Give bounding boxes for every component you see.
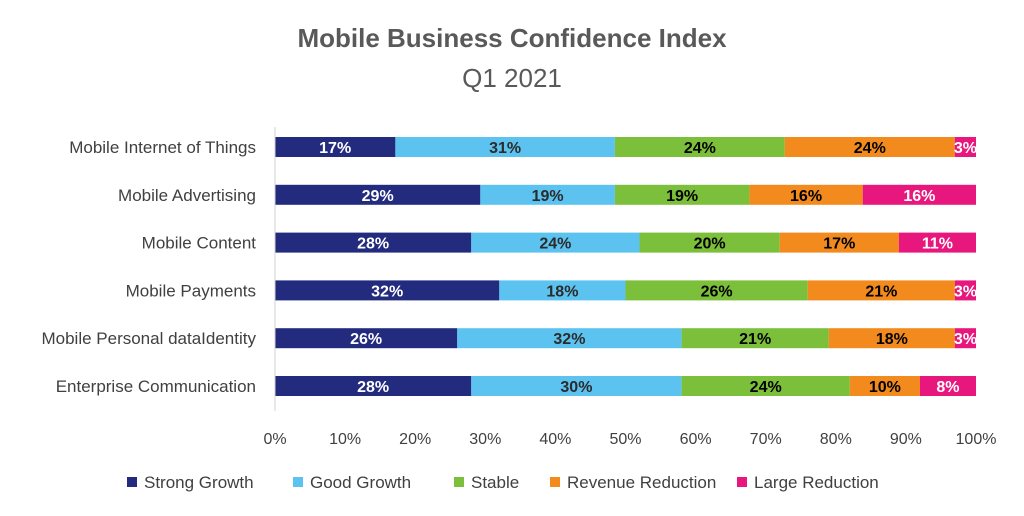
data-label: 28% bbox=[357, 236, 389, 253]
chart-subtitle: Q1 2021 bbox=[462, 63, 562, 93]
data-label: 24% bbox=[539, 236, 571, 253]
category-label: Mobile Internet of Things bbox=[69, 138, 256, 157]
bar-segment bbox=[749, 184, 863, 205]
data-label: 24% bbox=[684, 140, 716, 157]
data-label: 8% bbox=[936, 379, 959, 396]
data-label: 32% bbox=[553, 331, 585, 348]
data-label: 26% bbox=[701, 283, 733, 300]
data-label: 11% bbox=[922, 236, 953, 253]
legend-swatch bbox=[293, 477, 303, 487]
legend-swatch bbox=[454, 477, 464, 487]
data-label: 17% bbox=[319, 140, 351, 157]
bar-segment bbox=[681, 376, 850, 396]
data-label: 19% bbox=[666, 188, 698, 205]
bar-segment bbox=[275, 137, 396, 157]
data-label: 21% bbox=[739, 331, 771, 348]
category-label: Mobile Advertising bbox=[118, 186, 256, 205]
x-tick-label: 50% bbox=[609, 431, 641, 448]
legend-label: Revenue Reduction bbox=[567, 473, 716, 492]
data-label: 32% bbox=[371, 283, 403, 300]
x-tick-label: 90% bbox=[890, 431, 922, 448]
bar-segment bbox=[499, 280, 626, 301]
legend-label: Stable bbox=[471, 473, 519, 492]
x-tick-label: 10% bbox=[329, 431, 361, 448]
data-label: 18% bbox=[876, 331, 908, 348]
category-label: Enterprise Communication bbox=[56, 377, 256, 396]
data-label: 3% bbox=[954, 331, 977, 348]
data-label: 30% bbox=[560, 379, 592, 396]
bar-segment bbox=[275, 328, 458, 349]
bar-segment bbox=[275, 280, 500, 301]
x-tick-label: 80% bbox=[820, 431, 852, 448]
legend: Strong Growth Good Growth Stable Revenue Re… bbox=[127, 473, 879, 492]
bar-segment bbox=[784, 137, 955, 157]
bar-segment bbox=[849, 376, 920, 396]
x-tick-label: 40% bbox=[539, 431, 571, 448]
category-label: Mobile Personal dataIdentity bbox=[41, 329, 256, 348]
data-label: 19% bbox=[532, 188, 564, 205]
data-label: 24% bbox=[854, 140, 886, 157]
bar-segment bbox=[919, 376, 976, 396]
x-tick-label: 100% bbox=[956, 431, 997, 448]
bar-segment bbox=[828, 328, 955, 349]
data-label: 17% bbox=[823, 236, 855, 253]
category-labels: Mobile Internet of Things Mobile Advertis… bbox=[41, 138, 256, 396]
bar-segment bbox=[862, 184, 976, 205]
x-tick-label: 70% bbox=[750, 431, 782, 448]
chart-title: Mobile Business Confidence Index bbox=[297, 23, 727, 53]
data-label: 18% bbox=[546, 283, 578, 300]
x-tick-label: 0% bbox=[263, 431, 286, 448]
legend-swatch bbox=[127, 477, 137, 487]
x-tick-label: 60% bbox=[680, 431, 712, 448]
bar-segment bbox=[275, 232, 472, 253]
bar-segment bbox=[807, 280, 955, 301]
legend-label: Large Reduction bbox=[754, 473, 879, 492]
legend-swatch bbox=[550, 477, 560, 487]
category-label: Mobile Payments bbox=[126, 281, 256, 300]
legend-label: Strong Growth bbox=[144, 473, 254, 492]
bar-segment bbox=[954, 328, 976, 349]
bar-segment bbox=[614, 137, 785, 157]
bar-segment bbox=[614, 184, 750, 205]
data-label: 10% bbox=[869, 379, 901, 396]
legend-label: Good Growth bbox=[310, 473, 411, 492]
x-tick-label: 30% bbox=[469, 431, 501, 448]
bar-segment bbox=[471, 232, 640, 253]
bar-segment bbox=[954, 280, 976, 301]
bars-group: 17% 31% 24% 24% 3% 29% 19% 19% 16% 16% 28% 24% 20% 17… bbox=[275, 137, 977, 396]
data-label: 28% bbox=[357, 379, 389, 396]
data-label: 29% bbox=[362, 188, 394, 205]
data-label: 3% bbox=[954, 140, 977, 157]
data-label: 3% bbox=[954, 283, 977, 300]
bar-segment bbox=[275, 376, 472, 396]
bar-segment bbox=[457, 328, 682, 349]
bar-segment bbox=[395, 137, 615, 157]
bar-segment bbox=[898, 232, 976, 253]
data-label: 20% bbox=[694, 236, 726, 253]
bar-segment bbox=[480, 184, 615, 205]
data-label: 21% bbox=[865, 283, 897, 300]
category-label: Mobile Content bbox=[142, 234, 257, 253]
x-axis-ticks: 0% 10% 20% 30% 40% 50% 60% 70% 80% 90% 100% bbox=[263, 431, 996, 448]
data-label: 16% bbox=[903, 188, 935, 205]
bar-segment bbox=[275, 184, 481, 205]
bar-segment bbox=[954, 137, 976, 157]
data-label: 31% bbox=[489, 140, 521, 157]
data-label: 24% bbox=[750, 379, 782, 396]
legend-swatch bbox=[737, 477, 747, 487]
bar-segment bbox=[639, 232, 780, 253]
x-tick-label: 20% bbox=[399, 431, 431, 448]
data-label: 26% bbox=[350, 331, 382, 348]
data-label: 16% bbox=[790, 188, 822, 205]
bar-segment bbox=[779, 232, 899, 253]
bar-segment bbox=[471, 376, 682, 396]
bar-segment bbox=[625, 280, 808, 301]
bar-segment bbox=[681, 328, 829, 349]
